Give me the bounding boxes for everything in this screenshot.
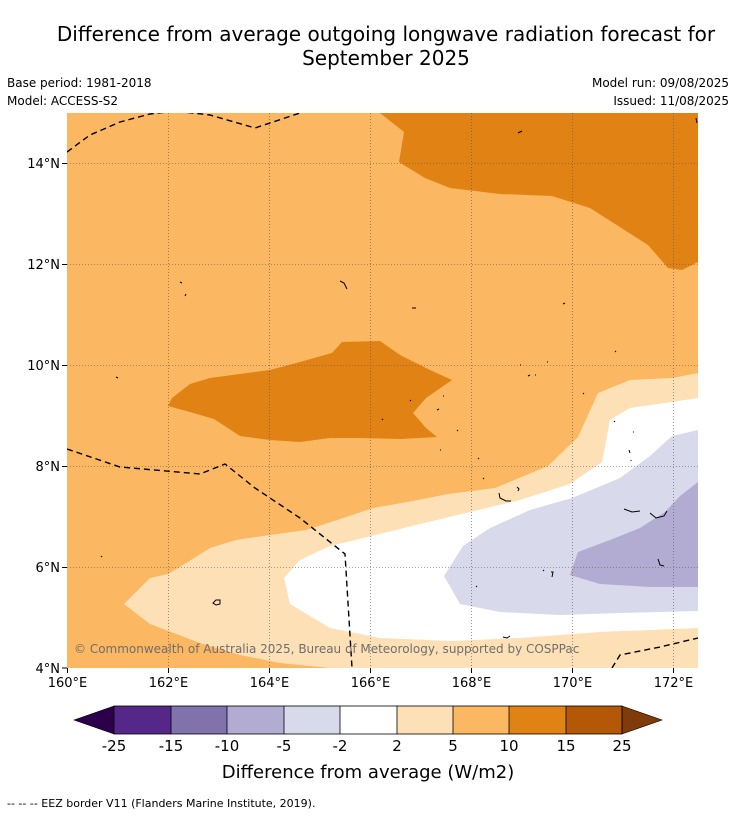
island xyxy=(212,599,221,606)
eez-border-southeast xyxy=(611,637,698,668)
map-title: Difference from average outgoing longwav… xyxy=(0,22,736,70)
colorbar-tick-label: -2 xyxy=(333,737,348,755)
colorbar-tick-label: -15 xyxy=(159,737,184,755)
lat-label-8n: 8°N xyxy=(36,460,61,475)
contour-fills xyxy=(67,113,698,668)
colorbar-outline xyxy=(113,705,623,735)
colorbar-swatch xyxy=(453,706,509,734)
lat-label-12n: 12°N xyxy=(27,258,60,273)
colorbar-swatch xyxy=(171,706,227,734)
island xyxy=(613,420,634,461)
colorbar-swatch xyxy=(397,706,453,734)
colorbar-tick-label: 25 xyxy=(612,737,631,755)
colorbar-title: Difference from average (W/m2) xyxy=(222,762,514,783)
colorbar-swatch xyxy=(114,706,171,734)
island xyxy=(502,635,511,639)
island xyxy=(179,281,187,297)
colorbar-tick-label: 10 xyxy=(499,737,518,755)
island xyxy=(517,130,523,134)
lon-label-160e: 160°E xyxy=(48,676,88,691)
lon-label-166e: 166°E xyxy=(351,676,391,691)
island xyxy=(115,376,119,379)
meta-left: Base period: 1981-2018 Model: ACCESS-S2 xyxy=(7,74,152,110)
colorbar-swatch xyxy=(340,706,397,734)
colorbar-tick-label: -10 xyxy=(215,737,240,755)
island xyxy=(623,508,668,519)
lon-label-172e: 172°E xyxy=(654,676,694,691)
island xyxy=(498,486,520,502)
island xyxy=(657,558,665,567)
colorbar xyxy=(73,705,663,735)
colorbar-tick-label: 15 xyxy=(556,737,575,755)
islands xyxy=(100,117,698,639)
colorbar-extend-low xyxy=(73,705,115,735)
lon-label-168e: 168°E xyxy=(452,676,492,691)
island xyxy=(562,302,566,305)
latitude-ticks xyxy=(62,163,67,669)
lat-label-14n: 14°N xyxy=(27,157,60,172)
island xyxy=(477,457,485,480)
longitude-ticks xyxy=(67,668,674,673)
lat-label-6n: 6°N xyxy=(36,561,61,576)
eez-borders xyxy=(67,113,698,668)
island xyxy=(520,361,548,377)
eez-legend-note: -- -- -- EEZ border V11 (Flanders Marine… xyxy=(7,797,316,810)
fill-10-to-15-central xyxy=(168,341,452,442)
lon-label-170e: 170°E xyxy=(553,676,593,691)
lat-label-10n: 10°N xyxy=(27,359,60,374)
island xyxy=(695,117,698,124)
colorbar-tick-label: 5 xyxy=(448,737,458,755)
graticule xyxy=(67,113,698,668)
colorbar-tick-label: -5 xyxy=(277,737,292,755)
colorbar-tick-label: 2 xyxy=(392,737,402,755)
colorbar-swatch xyxy=(509,706,566,734)
title-line-2: September 2025 xyxy=(302,46,470,70)
lat-label-4n: 4°N xyxy=(36,662,61,677)
colorbar-swatch xyxy=(566,706,622,734)
colorbar-swatch xyxy=(284,706,340,734)
colorbar-dividers xyxy=(170,706,567,734)
island xyxy=(100,555,103,558)
island xyxy=(475,569,554,588)
title-line-1: Difference from average outgoing longwav… xyxy=(56,22,716,46)
copyright-notice: © Commonwealth of Australia 2025, Bureau… xyxy=(74,642,579,656)
island xyxy=(614,350,617,353)
colorbar-tick-label: -25 xyxy=(102,737,127,755)
colorbar-extend-high xyxy=(621,705,663,735)
colorbar-swatch xyxy=(227,706,284,734)
base-period: Base period: 1981-2018 xyxy=(7,76,152,90)
model-name: Model: ACCESS-S2 xyxy=(7,94,119,108)
fill-minus10-to-minus5 xyxy=(570,482,698,587)
fill-10-to-15-north xyxy=(380,113,698,270)
island xyxy=(339,280,348,290)
island xyxy=(381,418,459,451)
meta-right: Model run: 09/08/2025 Issued: 11/08/2025 xyxy=(592,74,729,110)
model-run: Model run: 09/08/2025 xyxy=(591,76,729,90)
eez-border-west xyxy=(67,448,353,668)
lon-label-164e: 164°E xyxy=(250,676,290,691)
issued-date: Issued: 11/08/2025 xyxy=(613,94,729,108)
island xyxy=(582,392,585,395)
lon-label-162e: 162°E xyxy=(149,676,189,691)
eez-border-north xyxy=(67,113,301,153)
island xyxy=(409,395,444,411)
